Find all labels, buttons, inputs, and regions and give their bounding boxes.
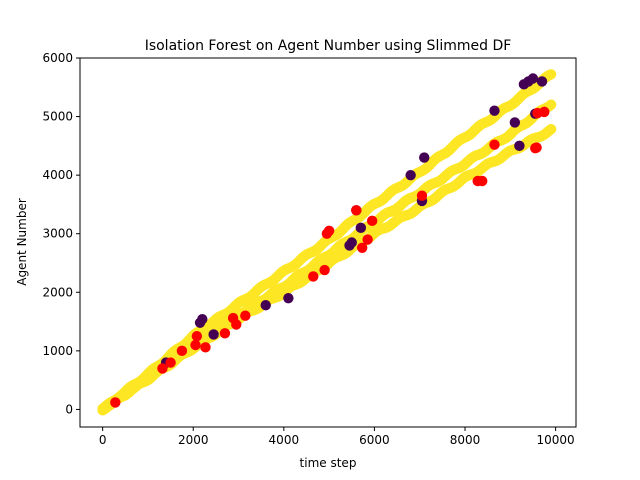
- anomaly-cluster-point: [208, 329, 219, 340]
- chart-title: Isolation Forest on Agent Number using S…: [145, 38, 512, 54]
- anomaly-cluster-point: [346, 237, 357, 248]
- outlier-point: [110, 397, 121, 408]
- outlier-point: [240, 310, 251, 321]
- anomaly-cluster-point: [514, 140, 525, 152]
- x-tick-label: 6000: [359, 433, 390, 447]
- outlier-point: [219, 328, 231, 339]
- anomaly-cluster-point: [260, 299, 271, 311]
- outlier-point: [477, 175, 488, 187]
- x-tick-label: 4000: [269, 433, 300, 447]
- x-tick-label: 0: [99, 433, 107, 447]
- anomaly-cluster-point: [405, 169, 416, 181]
- y-axis-label: Agent Number: [15, 198, 29, 286]
- outlier-point: [191, 331, 203, 342]
- outlier-point: [157, 363, 168, 374]
- normal-point: [545, 69, 557, 80]
- anomaly-cluster-point: [489, 105, 500, 116]
- x-tick-label: 10000: [537, 433, 575, 447]
- outlier-point: [319, 264, 330, 276]
- outlier-point: [190, 339, 201, 351]
- outlier-point: [165, 357, 176, 368]
- x-tick-label: 2000: [178, 433, 209, 447]
- outlier-point: [362, 234, 373, 245]
- outlier-point: [489, 139, 500, 150]
- outlier-point: [356, 242, 368, 253]
- y-axis: 0 1000 2000 3000 4000 5000 6000: [42, 51, 80, 416]
- outlier-point: [531, 142, 542, 153]
- y-tick-label: 2000: [42, 285, 73, 299]
- anomaly-cluster-point: [509, 117, 521, 128]
- y-tick-label: 1000: [42, 344, 73, 358]
- anomaly-cluster-point: [355, 222, 367, 234]
- plot-content: [97, 69, 557, 416]
- outlier-point: [231, 319, 242, 330]
- outlier-point: [351, 205, 362, 216]
- anomaly-cluster-point: [536, 76, 548, 87]
- anomaly-cluster-point: [527, 73, 539, 84]
- outlier-point: [200, 342, 211, 353]
- outlier-point: [308, 271, 319, 282]
- anomaly-cluster-point: [419, 152, 430, 163]
- x-tick-label: 8000: [450, 433, 481, 447]
- y-tick-label: 5000: [42, 110, 73, 124]
- normal-point: [545, 123, 557, 135]
- outlier-point: [366, 215, 378, 227]
- plot-frame: [79, 57, 577, 428]
- outlier-point: [176, 345, 188, 357]
- y-tick-label: 3000: [42, 227, 73, 241]
- normal-point: [545, 99, 557, 110]
- x-axis-label: time step: [300, 456, 357, 470]
- outlier-point: [416, 190, 428, 201]
- y-tick-label: 6000: [42, 51, 73, 65]
- outlier-point: [323, 225, 335, 236]
- x-axis: 0 2000 4000 6000 8000 10000: [99, 427, 575, 447]
- outlier-series: [110, 106, 550, 408]
- y-tick-label: 0: [65, 402, 73, 416]
- y-tick-label: 4000: [42, 168, 73, 182]
- anomaly-cluster-point: [197, 314, 208, 325]
- outlier-point: [539, 106, 550, 118]
- anomaly-cluster-point: [283, 292, 294, 304]
